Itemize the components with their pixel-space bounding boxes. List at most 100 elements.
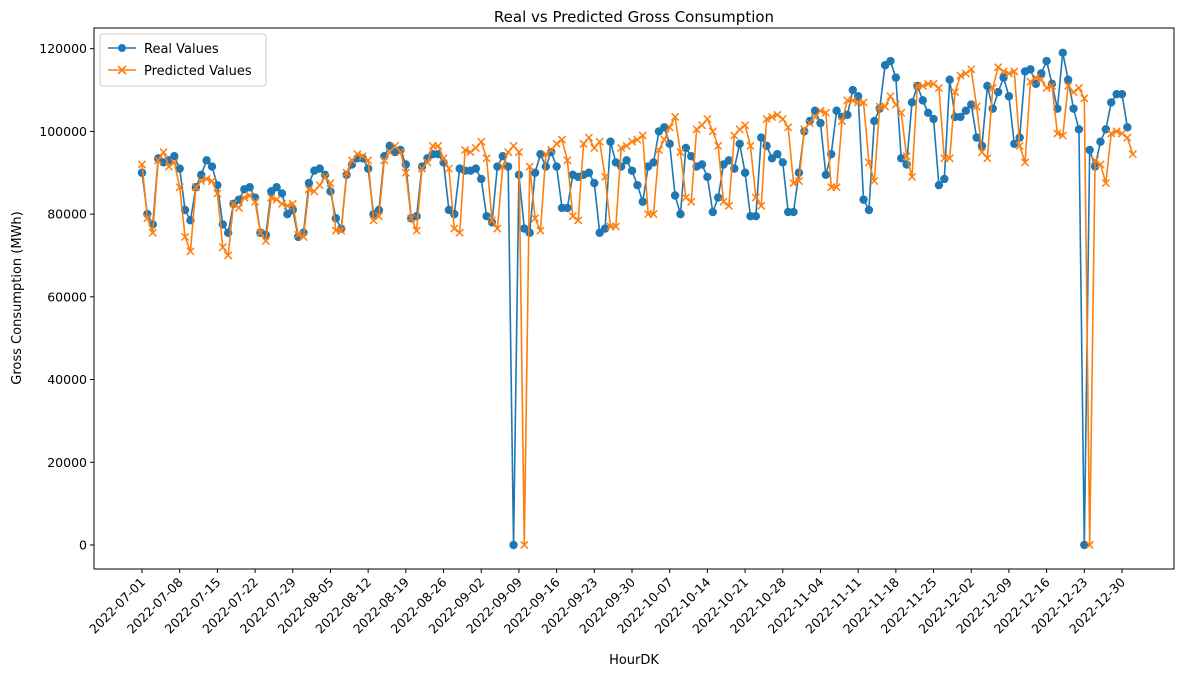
predicted-point <box>784 123 793 132</box>
real-point <box>509 540 518 550</box>
predicted-point <box>197 176 206 186</box>
real-point <box>175 164 184 173</box>
predicted-point <box>288 199 297 208</box>
legend: Real Values Predicted Values <box>99 33 267 87</box>
predicted-point <box>687 197 696 206</box>
predicted-point <box>870 176 879 186</box>
predicted-point <box>154 156 163 165</box>
real-point <box>870 116 879 126</box>
predicted-point <box>660 135 669 144</box>
predicted-point <box>170 158 179 167</box>
predicted-point <box>1090 156 1100 165</box>
predicted-point <box>1085 540 1094 550</box>
real-point <box>703 172 712 182</box>
real-point <box>417 162 427 171</box>
real-point <box>1004 92 1014 101</box>
predicted-point <box>530 214 540 223</box>
predicted-point <box>380 156 389 165</box>
real-point <box>735 139 744 149</box>
predicted-point <box>735 125 744 134</box>
predicted-point <box>541 150 550 159</box>
predicted-point <box>315 181 324 190</box>
real-point <box>1058 48 1067 58</box>
predicted-point <box>816 106 825 115</box>
real-point <box>724 156 734 165</box>
predicted-point <box>557 135 567 144</box>
real-point <box>331 214 341 223</box>
predicted-point <box>907 172 917 182</box>
real-point <box>708 207 717 217</box>
real-point <box>137 168 147 177</box>
real-point <box>245 183 254 192</box>
real-point <box>202 156 211 165</box>
predicted-point <box>299 232 308 242</box>
predicted-point <box>778 114 787 124</box>
real-point <box>541 162 551 171</box>
predicted-point <box>493 224 502 233</box>
predicted-point <box>859 98 868 107</box>
predicted-point <box>897 108 906 117</box>
predicted-point <box>1080 94 1089 103</box>
real-point <box>590 178 599 188</box>
predicted-point <box>773 110 782 119</box>
predicted-point <box>751 193 760 202</box>
real-point <box>1042 56 1051 66</box>
real-point <box>789 207 798 217</box>
real-point <box>503 162 513 171</box>
predicted-point <box>482 154 491 163</box>
real-point <box>983 81 992 91</box>
real-point <box>207 162 217 171</box>
predicted-point <box>164 162 174 171</box>
real-point <box>1026 65 1035 74</box>
real-point <box>552 162 561 171</box>
real-point <box>961 106 971 115</box>
predicted-point <box>444 164 454 173</box>
predicted-point <box>880 102 890 111</box>
predicted-point <box>611 222 620 231</box>
real-point <box>864 205 874 215</box>
predicted-point <box>649 209 658 219</box>
predicted-point <box>337 226 346 235</box>
y-tick-label: 20000 <box>47 455 87 470</box>
predicted-point <box>622 141 631 151</box>
real-point <box>320 170 330 180</box>
predicted-point <box>972 102 981 111</box>
real-point <box>649 158 658 167</box>
y-tick-label: 120000 <box>39 41 87 56</box>
real-point <box>897 154 906 163</box>
real-point <box>923 108 933 117</box>
predicted-point <box>1123 133 1132 142</box>
predicted-point <box>353 150 362 159</box>
real-point <box>1096 137 1105 146</box>
real-point <box>1069 104 1078 113</box>
predicted-point <box>439 154 448 163</box>
real-point <box>934 180 944 190</box>
real-point <box>1074 125 1084 134</box>
predicted-point <box>988 83 997 93</box>
predicted-point <box>374 212 384 221</box>
real-point <box>972 133 981 142</box>
predicted-point <box>891 100 900 109</box>
y-tick-label: 40000 <box>47 372 87 387</box>
predicted-point <box>757 201 766 210</box>
predicted-point <box>627 137 637 146</box>
predicted-point <box>848 96 857 105</box>
predicted-point <box>250 197 260 206</box>
predicted-point <box>143 214 152 223</box>
predicted-point <box>224 251 233 260</box>
real-point <box>638 197 647 206</box>
predicted-point <box>552 139 561 148</box>
predicted-point <box>568 212 577 221</box>
real-point <box>810 106 820 115</box>
predicted-point <box>186 247 195 256</box>
predicted-point <box>994 63 1003 72</box>
predicted-point <box>536 226 545 235</box>
predicted-point <box>175 183 184 192</box>
predicted-point <box>945 154 954 163</box>
predicted-point <box>1047 81 1057 91</box>
predicted-point <box>261 236 270 246</box>
predicted-point <box>256 228 265 237</box>
series-layer <box>137 48 1137 550</box>
y-tick-label: 80000 <box>47 207 87 222</box>
